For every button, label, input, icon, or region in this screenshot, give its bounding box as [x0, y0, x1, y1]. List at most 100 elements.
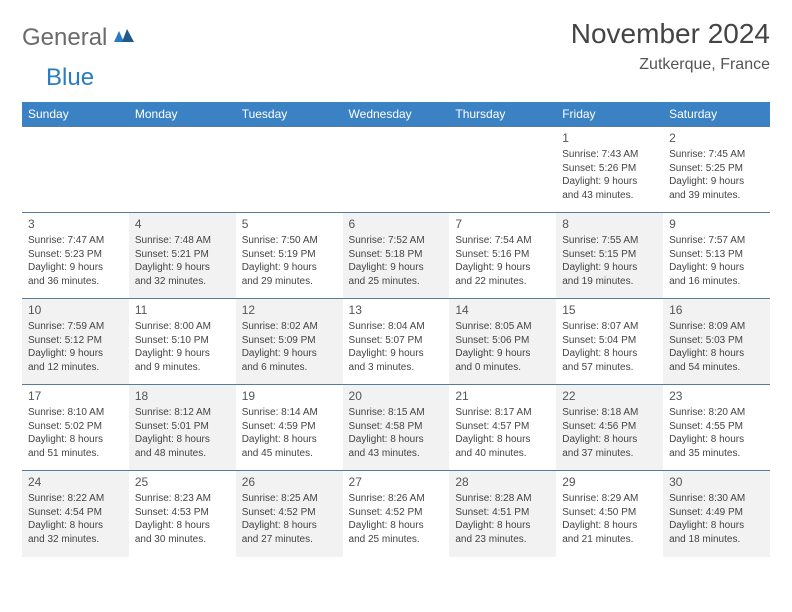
day-info-line: Daylight: 8 hours	[349, 519, 444, 533]
calendar-cell: 15Sunrise: 8:07 AMSunset: 5:04 PMDayligh…	[556, 299, 663, 385]
day-number: 24	[28, 474, 123, 490]
calendar-cell: 24 Sunrise: 8:22 AMSunset: 4:54 PMDayligh…	[22, 471, 129, 557]
day-info-line: and 29 minutes.	[242, 275, 337, 289]
day-info-line: and 51 minutes.	[28, 447, 123, 461]
day-header-row: Sunday Monday Tuesday Wednesday Thursday…	[22, 102, 770, 127]
day-info-line: and 57 minutes.	[562, 361, 657, 375]
day-info-line: Daylight: 9 hours	[135, 347, 230, 361]
wave-icon	[113, 28, 135, 49]
day-info-line: Sunrise: 8:22 AM	[28, 492, 123, 506]
day-info-line: Daylight: 9 hours	[669, 175, 764, 189]
day-number: 16	[669, 302, 764, 318]
day-info-line: and 39 minutes.	[669, 189, 764, 203]
calendar-cell: 1Sunrise: 7:43 AMSunset: 5:26 PMDaylight…	[556, 127, 663, 213]
day-number: 14	[455, 302, 550, 318]
day-info-line: and 19 minutes.	[562, 275, 657, 289]
day-number: 10	[28, 302, 123, 318]
day-number: 2	[669, 130, 764, 146]
day-number: 19	[242, 388, 337, 404]
day-info-line: Sunset: 5:19 PM	[242, 248, 337, 262]
day-info-line: and 9 minutes.	[135, 361, 230, 375]
day-info-line: Daylight: 8 hours	[669, 519, 764, 533]
day-header: Monday	[129, 102, 236, 127]
day-info-line: Sunset: 5:04 PM	[562, 334, 657, 348]
day-number: 26	[242, 474, 337, 490]
day-info-line: Sunrise: 7:59 AM	[28, 320, 123, 334]
day-info-line: Daylight: 9 hours	[242, 347, 337, 361]
calendar-cell: 16Sunrise: 8:09 AMSunset: 5:03 PMDayligh…	[663, 299, 770, 385]
day-info-line: Sunrise: 7:54 AM	[455, 234, 550, 248]
day-number: 6	[349, 216, 444, 232]
day-info-line: Sunrise: 8:30 AM	[669, 492, 764, 506]
day-info-line: Sunrise: 7:45 AM	[669, 148, 764, 162]
day-info-line: Sunset: 5:02 PM	[28, 420, 123, 434]
day-info-line: Sunrise: 8:14 AM	[242, 406, 337, 420]
day-info-line: Daylight: 9 hours	[28, 347, 123, 361]
day-header: Sunday	[22, 102, 129, 127]
calendar-cell: 30Sunrise: 8:30 AMSunset: 4:49 PMDayligh…	[663, 471, 770, 557]
day-info-line: Sunrise: 8:07 AM	[562, 320, 657, 334]
day-info-line: and 6 minutes.	[242, 361, 337, 375]
day-info-line: Daylight: 8 hours	[242, 433, 337, 447]
day-info-line: Sunrise: 8:09 AM	[669, 320, 764, 334]
day-info-line: and 3 minutes.	[349, 361, 444, 375]
day-info-line: Sunset: 4:54 PM	[28, 506, 123, 520]
calendar-cell: 20Sunrise: 8:15 AMSunset: 4:58 PMDayligh…	[343, 385, 450, 471]
day-info-line: Sunset: 5:03 PM	[669, 334, 764, 348]
calendar-cell: 25Sunrise: 8:23 AMSunset: 4:53 PMDayligh…	[129, 471, 236, 557]
day-info-line: Sunrise: 8:25 AM	[242, 492, 337, 506]
day-info-line: Sunset: 4:52 PM	[242, 506, 337, 520]
day-info-line: Sunrise: 7:57 AM	[669, 234, 764, 248]
calendar-cell	[343, 127, 450, 213]
day-info-line: and 23 minutes.	[455, 533, 550, 547]
day-info-line: Sunrise: 8:00 AM	[135, 320, 230, 334]
calendar-cell: 18Sunrise: 8:12 AMSunset: 5:01 PMDayligh…	[129, 385, 236, 471]
day-info-line: Daylight: 8 hours	[242, 519, 337, 533]
calendar-cell: 17Sunrise: 8:10 AMSunset: 5:02 PMDayligh…	[22, 385, 129, 471]
day-number: 23	[669, 388, 764, 404]
day-info-line: Daylight: 9 hours	[28, 261, 123, 275]
day-info-line: Sunset: 5:21 PM	[135, 248, 230, 262]
calendar-cell: 4Sunrise: 7:48 AMSunset: 5:21 PMDaylight…	[129, 213, 236, 299]
logo-text-blue: Blue	[46, 64, 94, 92]
day-info-line: Sunset: 4:56 PM	[562, 420, 657, 434]
day-number: 1	[562, 130, 657, 146]
day-info-line: Sunrise: 8:15 AM	[349, 406, 444, 420]
calendar-cell: 11Sunrise: 8:00 AMSunset: 5:10 PMDayligh…	[129, 299, 236, 385]
calendar-cell	[22, 127, 129, 213]
day-number: 27	[349, 474, 444, 490]
day-info-line: Sunset: 4:49 PM	[669, 506, 764, 520]
day-info-line: Sunset: 4:50 PM	[562, 506, 657, 520]
day-number: 29	[562, 474, 657, 490]
day-info-line: Sunrise: 7:43 AM	[562, 148, 657, 162]
day-info-line: and 54 minutes.	[669, 361, 764, 375]
calendar-cell: 13Sunrise: 8:04 AMSunset: 5:07 PMDayligh…	[343, 299, 450, 385]
day-info-line: Sunset: 5:18 PM	[349, 248, 444, 262]
day-number: 13	[349, 302, 444, 318]
calendar-cell: 29Sunrise: 8:29 AMSunset: 4:50 PMDayligh…	[556, 471, 663, 557]
day-info-line: Sunrise: 8:29 AM	[562, 492, 657, 506]
day-number: 25	[135, 474, 230, 490]
day-number: 20	[349, 388, 444, 404]
calendar-cell: 19Sunrise: 8:14 AMSunset: 4:59 PMDayligh…	[236, 385, 343, 471]
day-info-line: and 0 minutes.	[455, 361, 550, 375]
day-number: 17	[28, 388, 123, 404]
calendar-cell: 5Sunrise: 7:50 AMSunset: 5:19 PMDaylight…	[236, 213, 343, 299]
day-info-line: Daylight: 8 hours	[28, 519, 123, 533]
day-info-line: and 37 minutes.	[562, 447, 657, 461]
day-info-line: Sunrise: 8:10 AM	[28, 406, 123, 420]
day-info-line: and 30 minutes.	[135, 533, 230, 547]
day-info-line: and 36 minutes.	[28, 275, 123, 289]
calendar-cell: 27Sunrise: 8:26 AMSunset: 4:52 PMDayligh…	[343, 471, 450, 557]
day-number: 5	[242, 216, 337, 232]
day-number: 3	[28, 216, 123, 232]
day-info-line: and 27 minutes.	[242, 533, 337, 547]
day-info-line: and 25 minutes.	[349, 275, 444, 289]
day-info-line: Daylight: 9 hours	[349, 347, 444, 361]
calendar-cell: 21Sunrise: 8:17 AMSunset: 4:57 PMDayligh…	[449, 385, 556, 471]
day-number: 28	[455, 474, 550, 490]
calendar-cell: 7Sunrise: 7:54 AMSunset: 5:16 PMDaylight…	[449, 213, 556, 299]
calendar-row: 17 Sunrise: 8:10 AMSunset: 5:02 PM Dayligh…	[22, 385, 770, 471]
day-info-line: Sunrise: 8:17 AM	[455, 406, 550, 420]
calendar-cell	[236, 127, 343, 213]
